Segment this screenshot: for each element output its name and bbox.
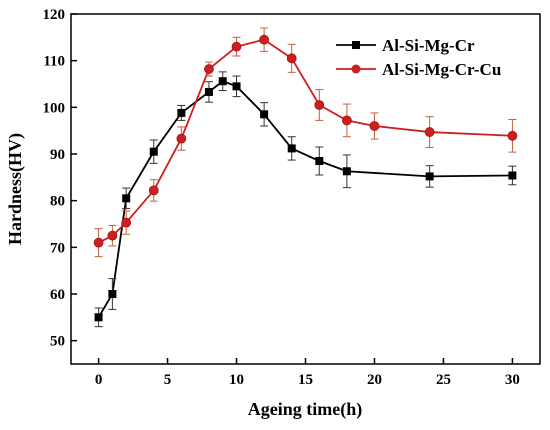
data-point [108,290,117,298]
y-tick-label: 60 [50,287,65,303]
data-point [424,127,435,137]
x-tick-label: 10 [229,372,244,388]
data-point [107,230,118,241]
data-point [287,144,296,153]
data-point [259,34,270,45]
y-tick-label: 120 [43,7,66,23]
y-tick-label: 70 [50,240,65,256]
legend-item-1: Al-Si-Mg-Cr-Cu [336,60,501,79]
data-point [122,194,131,203]
legend: Al-Si-Mg-Cr Al-Si-Mg-Cr-Cu [336,36,501,79]
data-point [342,167,351,176]
data-point [507,130,518,141]
data-point [204,87,213,96]
data-point [260,110,269,119]
legend-label: Al-Si-Mg-Cr [382,36,475,55]
y-tick-label: 80 [50,194,65,210]
data-point [232,82,241,91]
data-point [341,115,352,126]
x-tick-label: 5 [164,372,172,388]
data-point [204,64,214,74]
data-point [218,77,227,86]
legend-item-0: Al-Si-Mg-Cr [336,36,475,55]
x-tick-label: 25 [436,372,451,388]
data-point [177,108,186,117]
y-tick-label: 100 [43,100,66,116]
series-line [97,80,513,318]
x-tick-label: 0 [95,372,103,388]
data-point [425,172,434,181]
y-tick-label: 110 [43,54,65,70]
data-point [286,53,297,64]
data-point [148,185,159,196]
x-tick-label: 20 [367,372,382,388]
y-tick-label: 50 [50,334,65,350]
y-tick-label: 90 [50,147,65,163]
x-tick-label: 30 [505,372,520,388]
axis-ticks: 0 5 10 15 20 25 30 50 60 70 80 90 100 110 120 [43,7,520,388]
y-axis-title: Hardness(HV) [5,133,26,245]
legend-marker [352,41,360,49]
data-point [94,313,103,322]
series-layer [93,27,518,328]
data-point [176,133,187,144]
data-point [121,217,132,228]
data-point [314,100,325,110]
legend-marker [351,64,361,74]
data-point [369,121,380,131]
data-point [149,147,158,156]
data-point [508,171,517,180]
data-point [231,41,242,52]
x-tick-label: 15 [298,372,313,388]
data-point [315,157,324,165]
data-point [93,237,104,248]
x-axis-title: Ageing time(h) [248,399,362,420]
series-1 [93,27,518,258]
series-0 [94,71,517,328]
legend-label: Al-Si-Mg-Cr-Cu [382,60,501,79]
